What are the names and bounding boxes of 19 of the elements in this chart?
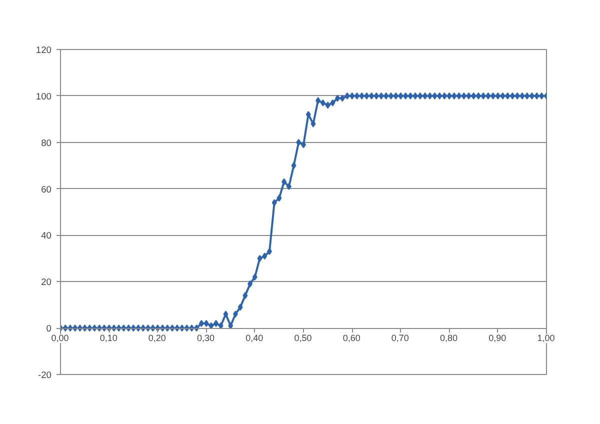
y-tick-label: 40 xyxy=(41,230,52,241)
x-tick-label: 0,50 xyxy=(294,332,312,343)
x-tick-label: 0,70 xyxy=(391,332,409,343)
y-tick-label: 0 xyxy=(46,324,52,334)
x-tick-label: 0,00 xyxy=(51,332,69,343)
y-tick-label: -20 xyxy=(38,370,52,380)
x-tick-label: 0,10 xyxy=(100,332,118,343)
y-tick-label: 100 xyxy=(36,91,52,102)
x-tick-label: 0,60 xyxy=(342,332,360,343)
y-tick-label: 80 xyxy=(41,138,52,148)
x-tick-label: 0,80 xyxy=(440,332,458,343)
y-tick-label: 60 xyxy=(41,184,52,194)
x-tick-label: 0,90 xyxy=(488,332,506,343)
y-tick-label: 120 xyxy=(36,45,52,55)
y-tick-label: 20 xyxy=(41,277,52,288)
x-tick-label: 1,00 xyxy=(537,332,555,343)
x-tick-label: 0,20 xyxy=(148,332,166,343)
x-tick-label: 0,30 xyxy=(197,332,215,343)
x-tick-label: 0,40 xyxy=(246,332,264,343)
